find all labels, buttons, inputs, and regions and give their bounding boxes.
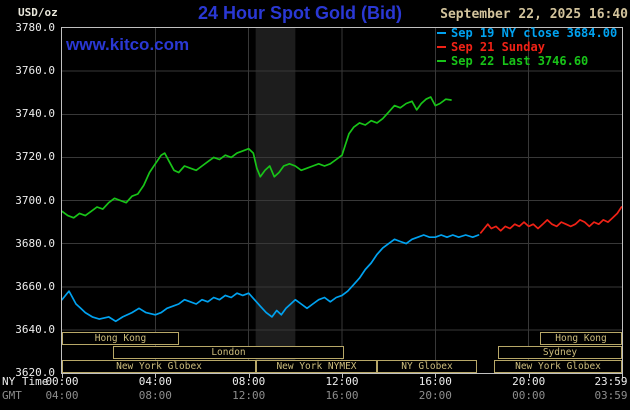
y-tick-label: 3680.0 [15,236,55,250]
y-tick-label: 3620.0 [15,366,55,379]
chart-title: 24 Hour Spot Gold (Bid) [198,3,402,23]
y-tick-label: 3660.0 [15,279,55,293]
legend-item-sep21: Sep 21 Sunday [437,40,617,54]
x-tick-label-gmt: 16:00 [325,389,359,402]
x-tick-label-gmt: 03:59 [594,389,628,402]
legend-item-sep19: Sep 19 NY close 3684.00 [437,26,617,40]
y-tick-label: 3740.0 [15,107,55,121]
kitco-watermark-link[interactable]: www.kitco.com [66,35,190,54]
sep19-line-swatch-icon [437,32,446,34]
legend-item-sep22: Sep 22 Last 3746.60 [437,54,617,68]
price-chart-svg [62,28,622,373]
x-tick-label-ny: 04:00 [138,375,172,388]
session-box-new-york-globex: New York Globex [62,360,256,373]
price-line-sep21-sunday [479,206,622,234]
plot-area: Hong Kong Hong Kong London Sydney New York G… [61,27,623,374]
x-tick-label-ny: 08:00 [232,375,266,388]
session-box-new-york-globex: New York Globex [494,360,622,373]
x-axis-tick-mark [435,374,437,378]
x-tick-label-ny: 23:59 [594,375,628,388]
y-axis-units-label: USD/oz [18,6,58,19]
session-box-hong-kong: Hong Kong [62,332,179,345]
gmt-axis-caption: GMT [2,389,22,402]
x-tick-label-gmt: 20:00 [418,389,452,402]
sep21-line-swatch-icon [437,46,446,48]
session-box-london: London [113,346,344,359]
y-tick-label: 3760.0 [15,64,55,78]
y-tick-label: 3700.0 [15,193,55,207]
price-line-sep22-last [62,96,452,219]
legend-label-sep21: Sep 21 Sunday [451,40,545,54]
ny-time-axis-caption: NY Time [2,375,49,388]
x-tick-label-gmt: 04:00 [45,389,79,402]
session-box-new-york-nymex: New York NYMEX [256,360,377,373]
legend: Sep 19 NY close 3684.00 Sep 21 Sunday Se… [437,26,617,68]
y-tick-label: 3640.0 [15,322,55,336]
datetime-label: September 22, 2025 16:40 [440,7,628,22]
x-axis-tick-mark [622,374,623,378]
x-tick-label-ny: 20:00 [512,375,546,388]
x-tick-label-gmt: 00:00 [512,389,546,402]
x-axis-tick-mark [62,374,63,378]
session-box-hong-kong: Hong Kong [540,332,622,345]
x-tick-label-ny: 12:00 [325,375,359,388]
sep22-line-swatch-icon [437,60,446,62]
x-axis-tick-mark [155,374,157,378]
y-tick-label: 3780.0 [15,21,55,34]
price-line-sep19-ny-close [62,234,480,323]
x-tick-label-gmt: 08:00 [138,389,172,402]
legend-label-sep19: Sep 19 NY close 3684.00 [451,26,618,40]
x-tick-label-ny: 00:00 [45,375,79,388]
x-axis-tick-mark [248,374,250,378]
x-tick-label-gmt: 12:00 [232,389,266,402]
session-box-ny-globex: NY Globex [377,360,477,373]
x-axis-tick-mark [528,374,530,378]
y-tick-label: 3720.0 [15,150,55,164]
session-box-sydney: Sydney [498,346,622,359]
legend-label-sep22: Sep 22 Last 3746.60 [451,54,589,68]
x-axis-tick-mark [342,374,343,378]
x-tick-label-ny: 16:00 [418,375,452,388]
